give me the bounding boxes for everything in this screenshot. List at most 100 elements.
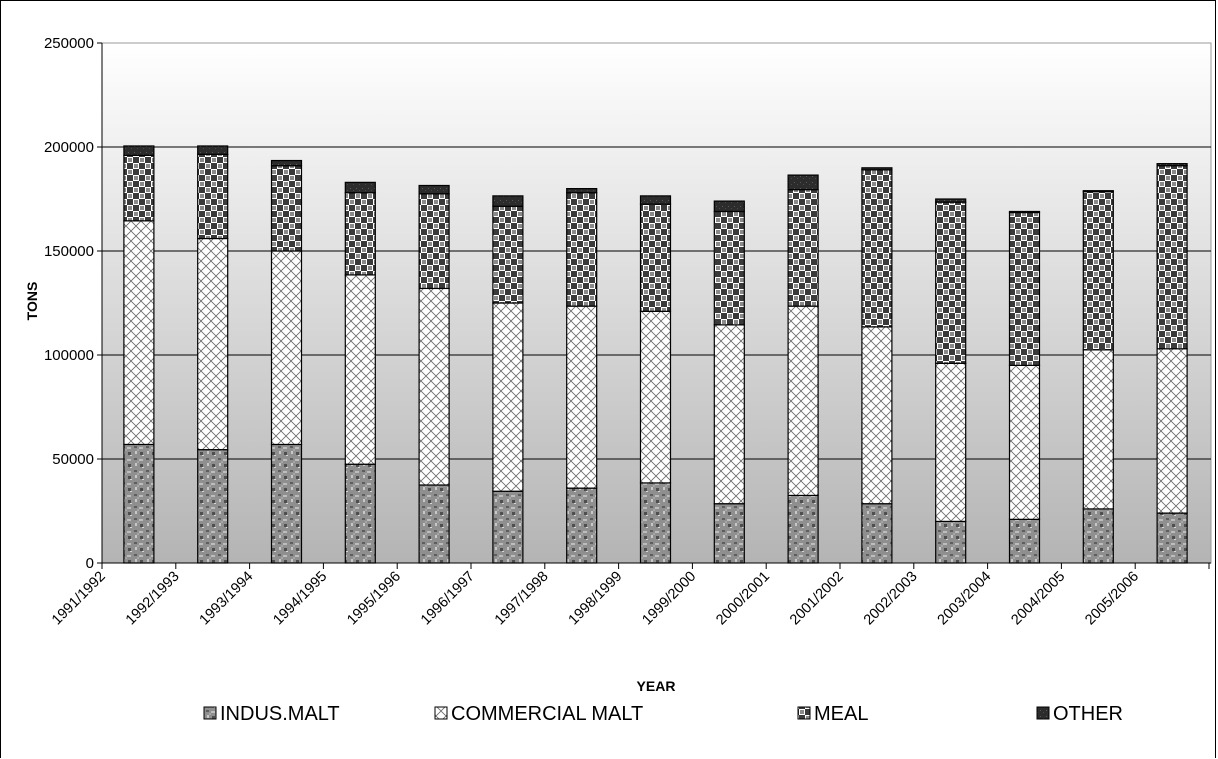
x-tick-label: 1995/1996 xyxy=(344,569,404,629)
bar-segment-commercial-malt xyxy=(935,362,967,523)
bar-stack xyxy=(270,159,303,564)
bar-segment-commercial-malt xyxy=(123,220,155,446)
bar-segment-other xyxy=(1156,163,1188,167)
x-tick-label: 2005/2006 xyxy=(1082,569,1142,629)
legend-item: INDUS.MALT xyxy=(203,703,340,725)
x-tick-label: 2001/2002 xyxy=(787,569,847,629)
bar-segment-commercial-malt xyxy=(1082,349,1114,510)
bar-stack xyxy=(197,145,229,564)
bar-segment-meal xyxy=(861,169,893,328)
legend-swatch xyxy=(203,706,217,720)
bar-segment-meal xyxy=(787,189,819,307)
bar-segment-indus-malt xyxy=(566,487,598,564)
bar-segment-meal xyxy=(197,153,229,240)
bar-segment-meal xyxy=(566,192,598,307)
bar-segment-other xyxy=(787,174,819,191)
bar-segment-other xyxy=(123,145,155,156)
legend-swatch xyxy=(797,706,811,720)
bar-segment-indus-malt xyxy=(197,449,229,564)
bar-segment-other xyxy=(418,184,450,195)
bar-segment-meal xyxy=(935,201,967,364)
bars xyxy=(123,145,1188,564)
bar-segment-other xyxy=(566,188,598,194)
bar-segment-indus-malt xyxy=(1156,512,1188,564)
bar-segment-meal xyxy=(639,203,672,312)
bar-segment-indus-malt xyxy=(935,520,967,564)
bar-segment-other xyxy=(935,198,967,203)
x-tick-label: 1992/1993 xyxy=(123,569,183,629)
bar-segment-other xyxy=(1008,210,1041,214)
bar-segment-indus-malt xyxy=(418,484,450,564)
bar-stack xyxy=(787,174,819,564)
bar-segment-commercial-malt xyxy=(713,324,745,505)
bar-stack xyxy=(713,200,745,564)
x-tick-label: 1996/1997 xyxy=(418,569,478,629)
x-tick-label: 1998/1999 xyxy=(566,569,626,629)
legend-item: MEAL xyxy=(797,703,868,725)
bar-segment-commercial-malt xyxy=(1156,348,1188,514)
bar-segment-other xyxy=(861,167,893,171)
y-tick-label: 150000 xyxy=(44,243,94,260)
legend-item: OTHER xyxy=(1036,703,1123,725)
bar-segment-indus-malt xyxy=(861,503,893,564)
bar-segment-commercial-malt xyxy=(197,237,229,451)
x-tick-label: 1991/1992 xyxy=(49,569,109,629)
bar-segment-commercial-malt xyxy=(418,287,450,486)
bar-segment-meal xyxy=(418,193,450,290)
y-tick-label: 50000 xyxy=(52,451,94,468)
bar-stack xyxy=(492,195,524,564)
bar-segment-indus-malt xyxy=(1008,518,1041,564)
bar-stack xyxy=(344,181,376,564)
y-tick-labels: 0 50000 100000 150000 200000 250000 xyxy=(44,35,94,572)
bar-stack xyxy=(1156,163,1188,564)
bar-segment-commercial-malt xyxy=(344,274,376,465)
bar-segment-indus-malt xyxy=(123,443,155,564)
bar-segment-meal xyxy=(1156,165,1188,350)
x-tick-label: 1993/1994 xyxy=(197,569,257,629)
bar-segment-commercial-malt xyxy=(861,326,893,505)
bar-segment-meal xyxy=(344,192,376,276)
bar-segment-other xyxy=(344,181,376,194)
bar-segment-other xyxy=(1082,190,1114,193)
bar-segment-commercial-malt xyxy=(566,305,598,489)
bar-segment-indus-malt xyxy=(639,482,672,564)
bar-segment-meal xyxy=(123,154,155,222)
bar-segment-meal xyxy=(492,205,524,304)
bar-segment-other xyxy=(197,145,229,155)
bar-segment-indus-malt xyxy=(787,494,819,564)
bar-segment-other xyxy=(492,195,524,207)
bar-segment-meal xyxy=(713,210,745,326)
bar-stack xyxy=(418,184,450,564)
legend-label: OTHER xyxy=(1053,703,1123,725)
bar-stack xyxy=(1082,190,1114,564)
bar-segment-meal xyxy=(1082,191,1114,351)
x-tick-label: 2000/2001 xyxy=(713,569,773,629)
legend-swatch xyxy=(1036,706,1050,720)
y-tick-label: 100000 xyxy=(44,347,94,364)
bar-segment-meal xyxy=(270,165,303,252)
bar-stack xyxy=(861,167,893,564)
x-tick-label: 2004/2005 xyxy=(1008,569,1068,629)
bar-segment-commercial-malt xyxy=(787,305,819,496)
bar-segment-meal xyxy=(1008,211,1041,367)
bar-segment-indus-malt xyxy=(344,463,376,564)
x-tick-label: 1997/1998 xyxy=(492,569,552,629)
x-axis-title: YEAR xyxy=(637,678,676,694)
x-tick-label: 2003/2004 xyxy=(935,569,995,629)
x-tick-label: 2002/2003 xyxy=(861,569,921,629)
y-axis-title: TONS xyxy=(24,282,40,321)
y-tick-label: 0 xyxy=(86,555,94,572)
legend: INDUS.MALT COMMERCIAL MALT MEAL OTHER xyxy=(203,703,1123,725)
bar-stack xyxy=(123,145,155,564)
legend-label: INDUS.MALT xyxy=(220,703,340,725)
bar-segment-commercial-malt xyxy=(492,302,524,492)
x-tick-labels: 1991/1992 1992/1993 1993/1994 1994/1995 1995… xyxy=(49,569,1142,629)
x-tick-label: 1994/1995 xyxy=(270,569,330,629)
legend-item: COMMERCIAL MALT xyxy=(434,703,643,725)
bar-segment-indus-malt xyxy=(713,503,745,564)
bar-segment-indus-malt xyxy=(270,443,303,564)
x-tick-label: 1999/2000 xyxy=(639,569,699,629)
bar-segment-other xyxy=(713,200,745,213)
